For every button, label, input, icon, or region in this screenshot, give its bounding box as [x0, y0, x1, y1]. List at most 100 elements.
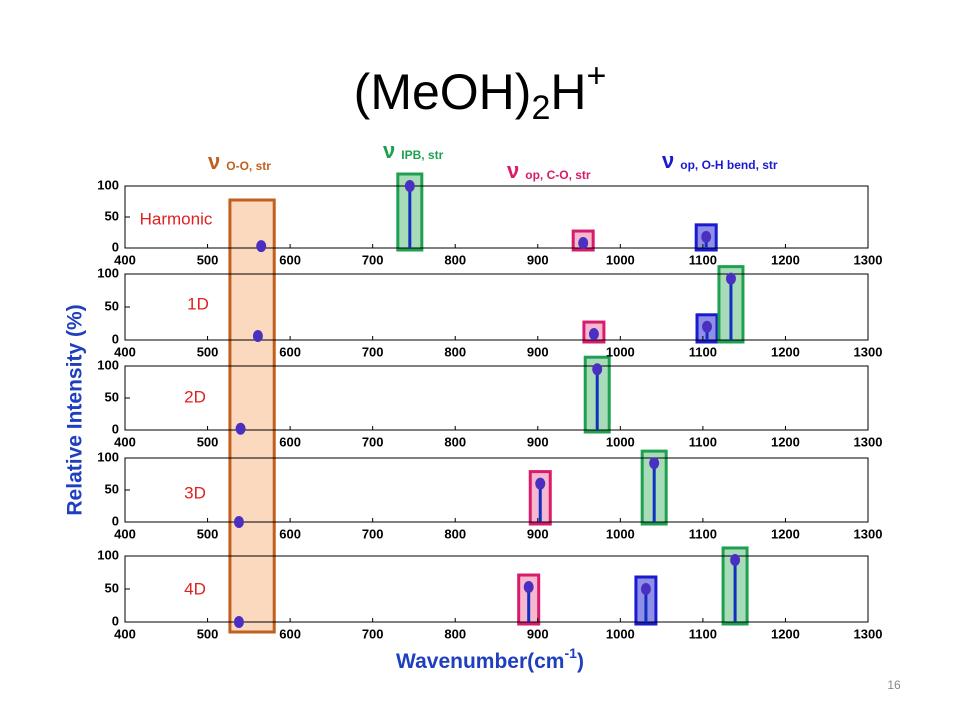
x-tick-label: 900	[527, 252, 549, 267]
x-tick-label: 1300	[854, 626, 883, 641]
x-tick-label: 800	[444, 526, 466, 541]
stem-head	[725, 272, 736, 285]
title-main: (MeOH)	[354, 64, 532, 120]
panel-label: 1D	[187, 294, 209, 313]
x-tick-label: 800	[444, 434, 466, 449]
x-tick-label: 1100	[689, 434, 717, 449]
x-tick-label: 1200	[771, 434, 800, 449]
stem-head	[578, 237, 589, 250]
x-tick-label: 500	[197, 626, 219, 641]
x-tick-label: 600	[279, 434, 301, 449]
y-tick-label: 0	[112, 239, 119, 254]
stem-head	[730, 553, 741, 566]
title-sup: +	[586, 57, 606, 95]
x-tick-label: 1100	[689, 252, 717, 267]
x-tick-label: 1300	[854, 344, 883, 359]
mode-text: op, C-O, str	[525, 168, 591, 182]
y-tick-label: 100	[97, 449, 119, 464]
x-tick-label: 500	[197, 344, 219, 359]
y-tick-label: 50	[105, 481, 119, 496]
y-tick-label: 0	[112, 331, 119, 346]
page-number: 16	[887, 678, 901, 692]
panels: 400 500 600 700 800 900 1000 1100 1200 1300050100…	[97, 177, 882, 641]
stem-head	[649, 457, 660, 470]
x-tick-label: 600	[279, 526, 301, 541]
mode-symbol: ν	[383, 138, 395, 163]
mode-symbol: ν	[507, 158, 519, 183]
x-tick-label: 800	[444, 626, 466, 641]
mode-text: IPB, str	[401, 148, 443, 162]
stem-head	[702, 320, 713, 333]
y-tick-label: 100	[97, 357, 119, 372]
x-tick-label: 500	[197, 434, 219, 449]
panel-label: 4D	[184, 579, 206, 598]
x-tick-label: 400	[114, 434, 136, 449]
stem-head	[235, 422, 246, 435]
x-tick-label: 1300	[854, 526, 883, 541]
mode-text: op, O-H bend, str	[680, 158, 778, 172]
mode-label: ν op, C-O, str	[507, 158, 591, 183]
x-tick-label: 1300	[854, 252, 883, 267]
x-tick-label: 1200	[771, 526, 800, 541]
mode-text: O-O, str	[226, 159, 271, 173]
stem-head	[523, 581, 534, 594]
x-tick-label: 700	[362, 626, 384, 641]
title-sub: 2	[531, 89, 550, 127]
x-tick-label: 1100	[689, 626, 717, 641]
y-tick-label: 100	[97, 177, 119, 192]
y-tick-label: 50	[105, 580, 119, 595]
y-tick-label: 0	[112, 421, 119, 436]
x-tick-label: 1000	[606, 434, 635, 449]
y-tick-label: 50	[105, 389, 119, 404]
stem-head	[701, 230, 712, 243]
panel-label: 2D	[184, 387, 206, 406]
stem-head	[592, 363, 603, 376]
x-tick-label: 400	[114, 526, 136, 541]
x-tick-label: 700	[362, 344, 384, 359]
x-tick-label: 600	[279, 344, 301, 359]
x-tick-label: 700	[362, 526, 384, 541]
stem-head	[535, 477, 546, 490]
title-main2: H	[550, 64, 586, 120]
x-axis-label: Wavenumber(cm-1)	[396, 645, 584, 673]
x-tick-label: 500	[197, 526, 219, 541]
x-tick-label: 900	[527, 344, 549, 359]
stem-head	[233, 616, 244, 628]
x-tick-label: 600	[279, 626, 301, 641]
x-tick-label: 1200	[771, 626, 800, 641]
x-tick-label: 1000	[606, 526, 635, 541]
x-tick-label: 400	[114, 344, 136, 359]
highlight-box	[228, 198, 276, 634]
x-tick-label: 900	[527, 626, 549, 641]
y-tick-label: 50	[105, 208, 119, 223]
x-tick-label: 800	[444, 344, 466, 359]
x-tick-label: 700	[362, 434, 384, 449]
x-tick-label: 600	[279, 252, 301, 267]
x-label-text: Wavenumber(cm	[396, 650, 564, 673]
x-tick-label: 1000	[606, 626, 635, 641]
stem-head	[404, 180, 415, 192]
x-tick-label: 1300	[854, 434, 883, 449]
x-tick-label: 1000	[606, 252, 635, 267]
stem-head	[233, 516, 244, 528]
x-tick-label: 1200	[771, 252, 800, 267]
mode-label: ν IPB, str	[383, 138, 444, 163]
x-label-end: )	[577, 650, 584, 673]
mode-label: ν O-O, str	[208, 149, 271, 174]
stems	[233, 180, 741, 628]
x-tick-label: 700	[362, 252, 384, 267]
mode-label: ν op, O-H bend, str	[662, 148, 778, 173]
mode-symbol: ν	[208, 149, 220, 174]
x-tick-label: 500	[197, 252, 219, 267]
y-axis-label: Relative Intensity (%)	[64, 304, 87, 515]
stem-head	[640, 583, 651, 595]
x-tick-label: 1000	[606, 344, 635, 359]
y-tick-label: 100	[97, 547, 119, 562]
x-label-sup: -1	[564, 645, 577, 661]
x-tick-label: 1200	[771, 344, 800, 359]
y-tick-label: 0	[112, 613, 119, 628]
panel-label: Harmonic	[140, 209, 213, 228]
stem-head	[588, 328, 599, 341]
